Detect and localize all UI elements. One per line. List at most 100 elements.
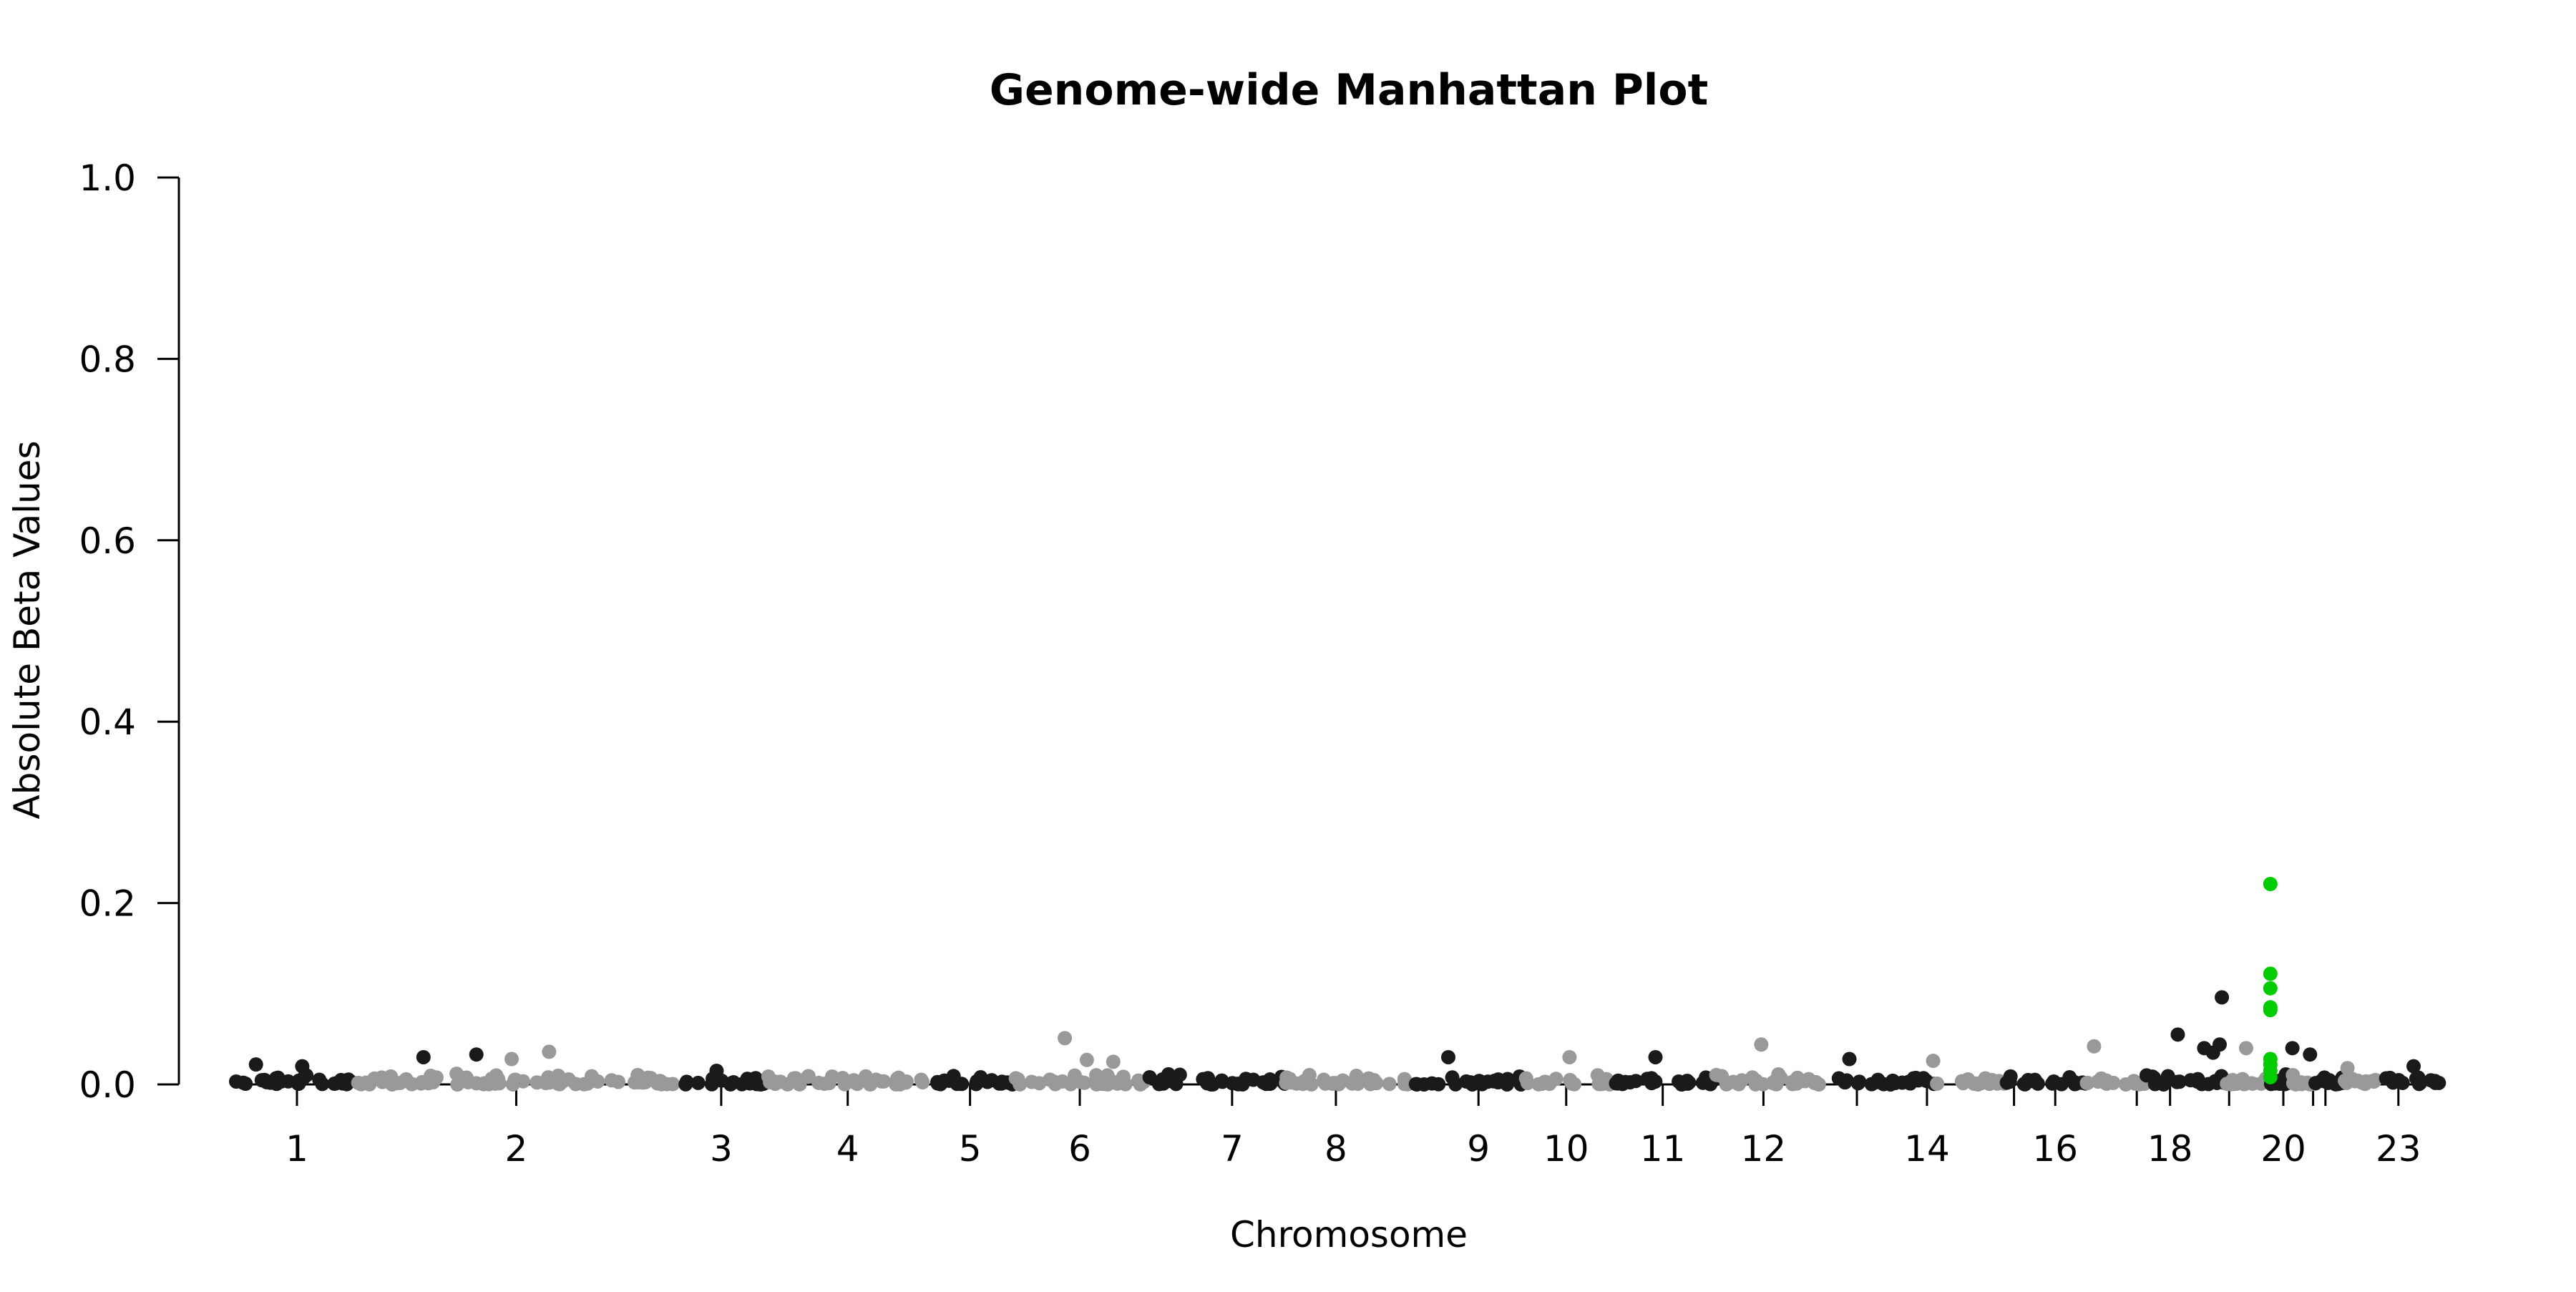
data-point (312, 1072, 327, 1087)
data-point (2045, 1076, 2060, 1091)
x-tick-label: 18 (2147, 1128, 2193, 1170)
data-point (1842, 1051, 1857, 1067)
data-point (2424, 1073, 2439, 1088)
data-point (238, 1077, 253, 1092)
data-point (874, 1074, 889, 1089)
data-point (362, 1077, 377, 1092)
data-point (1930, 1076, 1945, 1091)
data-point (2238, 1041, 2253, 1056)
data-point (1448, 1077, 1463, 1092)
data-point (1498, 1073, 1513, 1088)
data-point (627, 1075, 642, 1090)
data-point (1531, 1077, 1546, 1092)
data-point (1520, 1075, 1535, 1090)
data-point (584, 1069, 599, 1084)
data-point (1648, 1049, 1663, 1064)
data-point (2379, 1071, 2394, 1086)
x-tick-label: 2 (505, 1128, 528, 1170)
data-point (2090, 1074, 2105, 1089)
data-point (2030, 1076, 2045, 1091)
data-point (336, 1076, 351, 1091)
data-point (1116, 1069, 1131, 1084)
data-points (229, 876, 2446, 1092)
data-point (2215, 990, 2230, 1005)
data-point (416, 1049, 431, 1064)
y-axis: 0.0 0.2 0.4 0.6 0.8 1.0 (79, 157, 180, 1106)
y-tick-label: 0.0 (79, 1064, 136, 1106)
data-point (1623, 1075, 1638, 1090)
data-point (1459, 1074, 1474, 1089)
x-tick-label: 7 (1221, 1128, 1244, 1170)
x-tick-label: 11 (1640, 1128, 1686, 1170)
data-point (915, 1075, 930, 1090)
data-point (542, 1044, 557, 1059)
highlighted-point (2263, 876, 2278, 891)
data-point (679, 1074, 694, 1089)
x-axis: 1 2 3 4 5 6 7 8 9 10 11 12 14 16 18 20 23 (236, 1083, 2440, 1170)
data-point (269, 1074, 284, 1089)
data-point (1678, 1074, 1693, 1089)
x-tick-label: 6 (1068, 1128, 1091, 1170)
chart-title: Genome-wide Manhattan Plot (990, 65, 1709, 115)
data-point (763, 1074, 778, 1089)
x-axis-label: Chromosome (1230, 1214, 1468, 1255)
data-point (1156, 1076, 1171, 1091)
data-point (2079, 1075, 2094, 1090)
data-point (537, 1074, 552, 1089)
highlighted-point (2263, 1003, 2278, 1018)
data-point (507, 1072, 522, 1087)
data-point (801, 1069, 816, 1084)
x-tick-label: 9 (1467, 1128, 1490, 1170)
highlighted-point (2263, 1069, 2278, 1084)
data-point (1382, 1077, 1397, 1092)
data-point (2170, 1027, 2185, 1042)
data-point (1785, 1074, 1800, 1089)
data-point (1263, 1076, 1278, 1091)
data-point (1644, 1071, 1659, 1086)
data-point (2340, 1061, 2355, 1076)
data-point (1279, 1075, 1294, 1090)
data-point (2087, 1039, 2102, 1054)
data-point (1106, 1054, 1121, 1069)
y-tick-label: 0.8 (79, 339, 136, 380)
highlighted-point (2263, 966, 2278, 981)
highlighted-point (2263, 981, 2278, 996)
data-point (1735, 1073, 1750, 1088)
data-point (659, 1077, 674, 1092)
data-point (1043, 1072, 1058, 1087)
data-point (291, 1073, 306, 1088)
data-point (1055, 1074, 1070, 1089)
data-point (1024, 1074, 1039, 1089)
y-tick-label: 0.2 (79, 883, 136, 925)
data-point (1850, 1076, 1865, 1091)
data-point (1748, 1077, 1763, 1092)
data-point (1562, 1049, 1577, 1064)
data-point (1956, 1076, 1971, 1091)
data-point (1010, 1072, 1025, 1087)
data-point (1345, 1076, 1360, 1091)
data-point (1361, 1071, 1376, 1086)
data-point (1201, 1071, 1216, 1086)
data-point (1611, 1073, 1626, 1088)
data-point (1172, 1067, 1187, 1082)
data-point (1441, 1049, 1455, 1064)
y-tick-label: 0.6 (79, 520, 136, 562)
x-tick-label: 8 (1324, 1128, 1347, 1170)
data-point (791, 1077, 806, 1092)
data-point (709, 1063, 724, 1078)
data-point (994, 1076, 1009, 1091)
data-point (2170, 1074, 2185, 1089)
data-point (2139, 1068, 2154, 1083)
data-point (1885, 1073, 1901, 1088)
data-point (504, 1051, 519, 1067)
data-point (2345, 1072, 2360, 1087)
x-tick-label: 16 (2032, 1128, 2078, 1170)
x-tick-label: 4 (836, 1128, 859, 1170)
data-point (821, 1076, 836, 1091)
data-point (1297, 1074, 1312, 1089)
data-point (469, 1047, 484, 1062)
data-point (384, 1069, 399, 1084)
data-point (1984, 1072, 1999, 1087)
data-point (1831, 1071, 1846, 1086)
